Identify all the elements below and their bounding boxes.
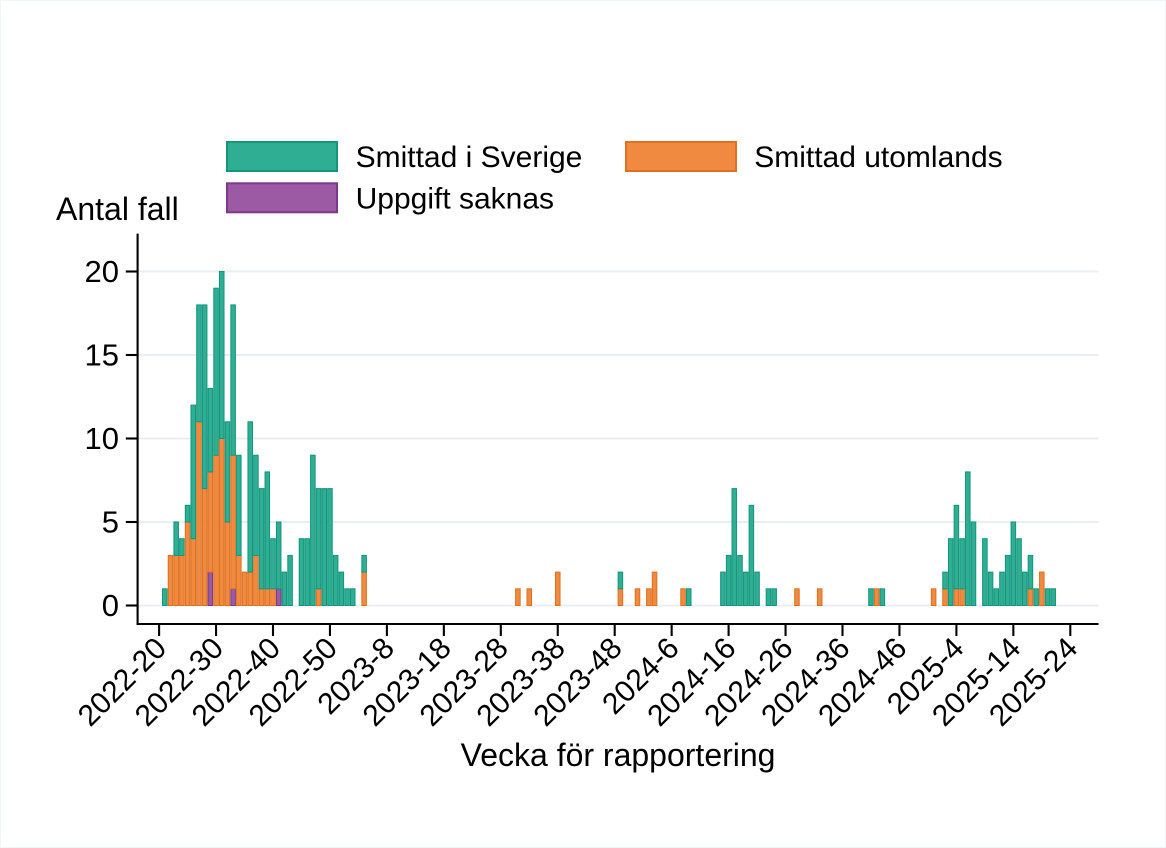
svg-text:20: 20: [85, 254, 119, 289]
svg-text:Vecka för rapportering: Vecka för rapportering: [461, 737, 776, 773]
svg-text:Uppgift saknas: Uppgift saknas: [356, 182, 554, 215]
svg-text:Smittad i Sverige: Smittad i Sverige: [356, 141, 583, 174]
svg-text:5: 5: [102, 505, 119, 540]
svg-text:Smittad utomlands: Smittad utomlands: [754, 141, 1002, 174]
svg-text:0: 0: [102, 588, 119, 623]
svg-text:Antal fall: Antal fall: [56, 191, 179, 227]
svg-text:10: 10: [85, 421, 119, 456]
svg-text:15: 15: [85, 338, 119, 373]
